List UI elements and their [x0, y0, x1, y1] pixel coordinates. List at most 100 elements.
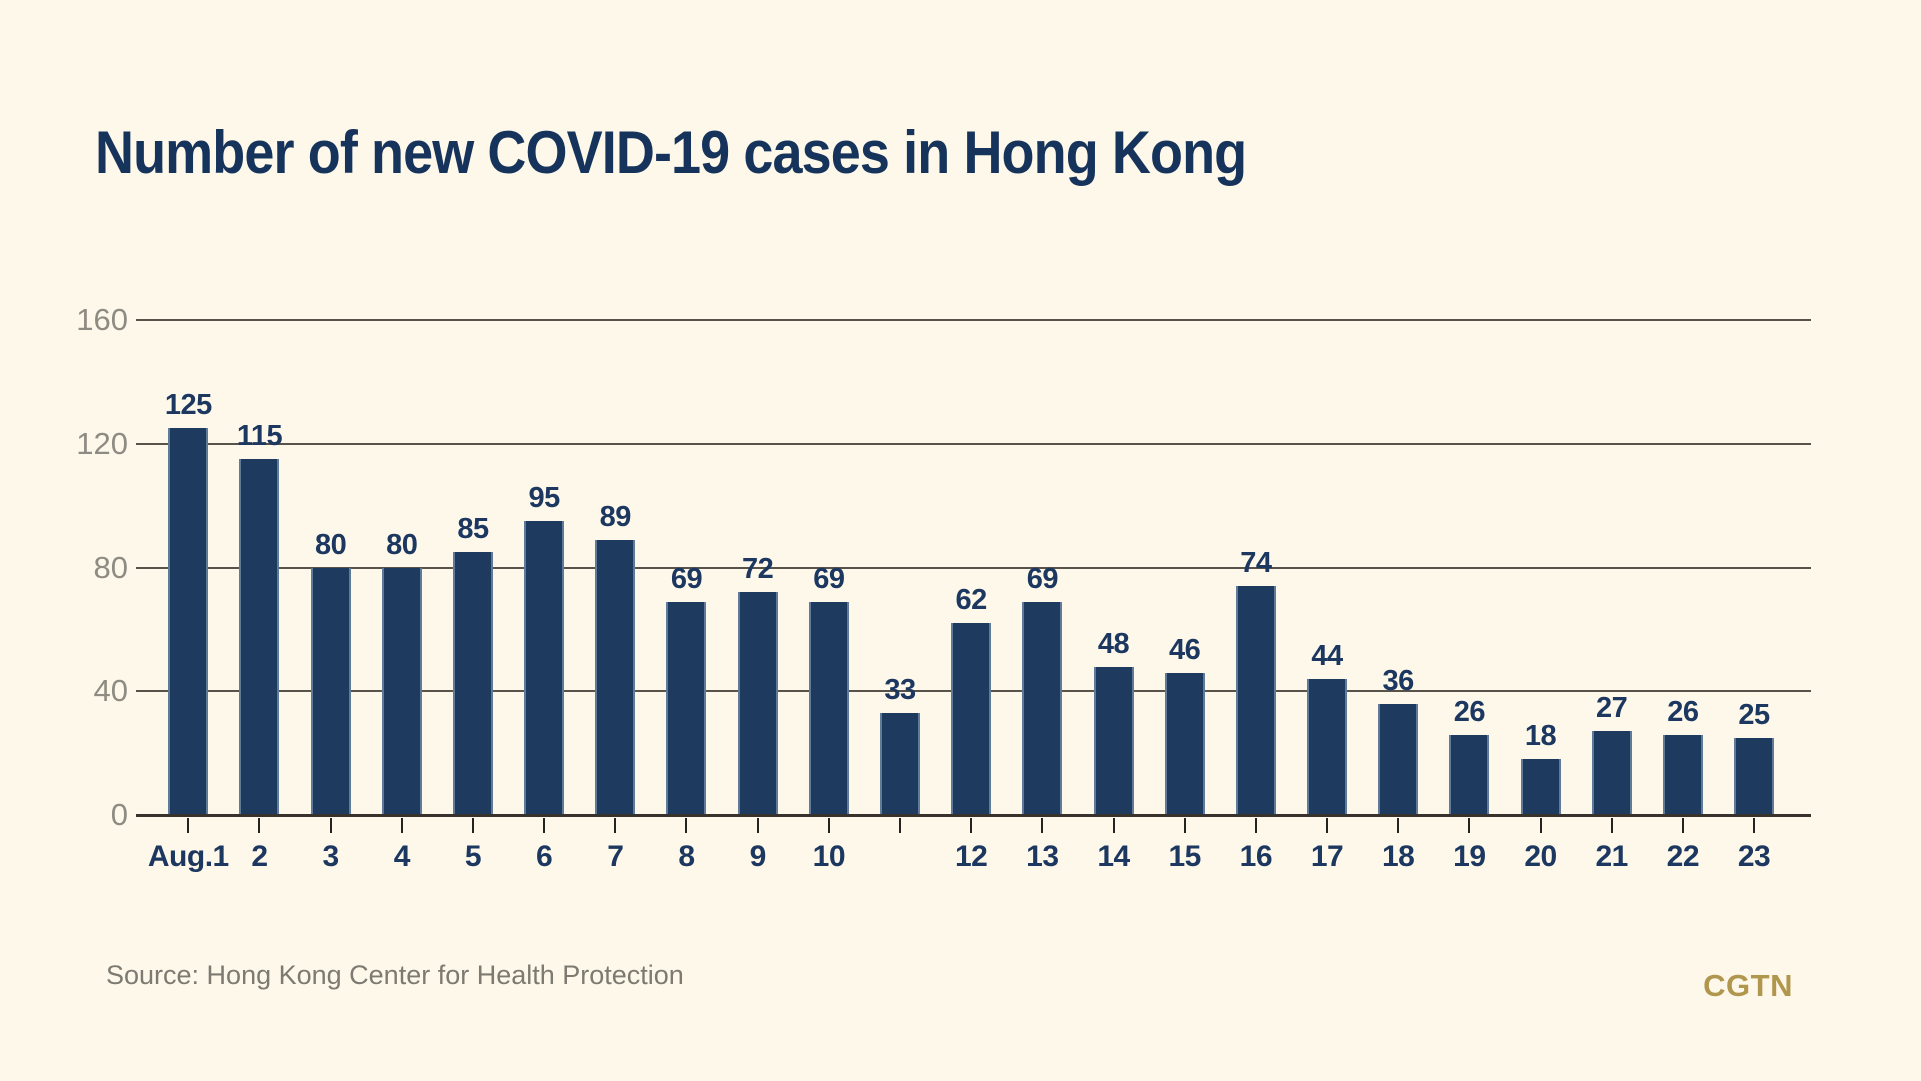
bar: [1662, 734, 1703, 815]
x-axis-label: Aug.1: [147, 840, 229, 873]
bar-value-label: 27: [1596, 692, 1628, 725]
x-tick: [970, 818, 973, 833]
bar-value-label: 62: [955, 584, 988, 617]
bar: [1734, 737, 1775, 815]
x-axis-label: 3: [322, 840, 340, 873]
bar: [808, 601, 849, 815]
x-axis-label: 2: [251, 840, 268, 873]
x-tick: [1041, 818, 1044, 833]
x-axis-label: 8: [678, 840, 695, 873]
x-tick: [1539, 818, 1542, 833]
bar: [1022, 601, 1063, 815]
x-tick: [1254, 818, 1257, 833]
gridline: [136, 319, 1811, 321]
x-tick: [1753, 818, 1756, 833]
bar-value-label: 18: [1524, 720, 1557, 753]
x-axis-label: 21: [1595, 840, 1629, 873]
x-axis-line: [136, 814, 1811, 817]
bar-value-label: 95: [528, 482, 561, 515]
x-tick: [471, 818, 474, 833]
bar: [524, 521, 565, 815]
bar: [737, 592, 778, 815]
y-axis-label: 40: [93, 673, 128, 709]
bar: [1307, 678, 1348, 815]
x-axis-label: 16: [1239, 840, 1273, 873]
bar-value-label: 85: [457, 513, 489, 546]
bar: [1235, 586, 1276, 815]
x-tick: [827, 818, 830, 833]
bar-value-label: 69: [813, 562, 845, 595]
x-tick: [1610, 818, 1613, 833]
x-axis-label: 12: [954, 840, 988, 873]
bar-value-label: 115: [236, 420, 283, 453]
x-tick: [400, 818, 403, 833]
x-tick: [899, 818, 901, 833]
bar: [1591, 731, 1632, 815]
bar: [1093, 666, 1134, 815]
bar-value-label: 36: [1382, 664, 1415, 697]
x-axis-label: 9: [749, 840, 767, 873]
bar: [381, 567, 422, 815]
x-axis-label: 6: [536, 840, 553, 873]
x-tick: [614, 818, 617, 833]
x-axis-label: 20: [1524, 840, 1557, 873]
bar: [310, 567, 351, 815]
gridline: [136, 566, 1811, 569]
bar-value-label: 69: [670, 562, 703, 595]
bar-value-label: 46: [1169, 633, 1201, 666]
x-tick: [685, 818, 688, 833]
bar: [452, 552, 493, 815]
x-axis-label: 7: [607, 840, 624, 873]
bar-value-label: 74: [1240, 547, 1272, 580]
x-tick: [258, 818, 261, 833]
x-tick: [1112, 818, 1115, 833]
y-axis-label: 80: [93, 549, 128, 585]
y-axis-label: 120: [76, 425, 128, 461]
y-axis-label: 160: [76, 302, 128, 337]
x-axis-label: 22: [1666, 840, 1700, 873]
chart-title: Number of new COVID-19 cases in Hong Kon…: [95, 119, 1247, 186]
bar: [1164, 672, 1205, 815]
x-axis-label: 13: [1026, 840, 1059, 873]
bar: [880, 712, 920, 815]
bar-value-label: 89: [599, 500, 632, 533]
bar: [239, 459, 280, 815]
x-axis-label: 10: [812, 840, 846, 873]
gridline: [136, 442, 1811, 445]
bar-value-label: 26: [1667, 695, 1699, 728]
x-axis-label: 18: [1382, 840, 1415, 873]
x-tick: [1326, 818, 1329, 833]
x-tick: [756, 818, 759, 833]
bar: [1520, 759, 1561, 815]
source-note: Source: Hong Kong Center for Health Prot…: [106, 960, 684, 990]
bar: [666, 601, 707, 815]
x-axis-label: 17: [1310, 840, 1344, 873]
x-tick: [1397, 818, 1400, 833]
x-tick: [329, 818, 332, 833]
bar-value-label: 26: [1453, 695, 1486, 728]
bar-value-label: 69: [1026, 562, 1059, 595]
y-axis-label: 0: [110, 797, 128, 832]
x-tick: [1183, 818, 1186, 833]
x-axis-label: 15: [1168, 840, 1201, 873]
bar: [1378, 703, 1419, 815]
cgtn-logo: CGTN: [1703, 968, 1793, 1003]
x-axis-label: 5: [464, 840, 482, 873]
bar: [1449, 734, 1490, 815]
bar-value-label: 80: [386, 528, 418, 561]
x-tick: [187, 818, 190, 833]
bar-value-label: 33: [884, 673, 916, 706]
x-axis-label: 23: [1737, 840, 1771, 873]
x-tick: [1468, 818, 1471, 833]
bar: [168, 428, 209, 815]
bar: [951, 623, 992, 815]
bar-value-label: 80: [314, 528, 347, 561]
bar-value-label: 48: [1097, 627, 1130, 660]
x-tick: [543, 818, 546, 833]
bar-value-label: 72: [742, 553, 774, 586]
x-axis-label: 4: [393, 840, 411, 873]
bar: [595, 539, 636, 815]
x-tick: [1681, 818, 1684, 833]
